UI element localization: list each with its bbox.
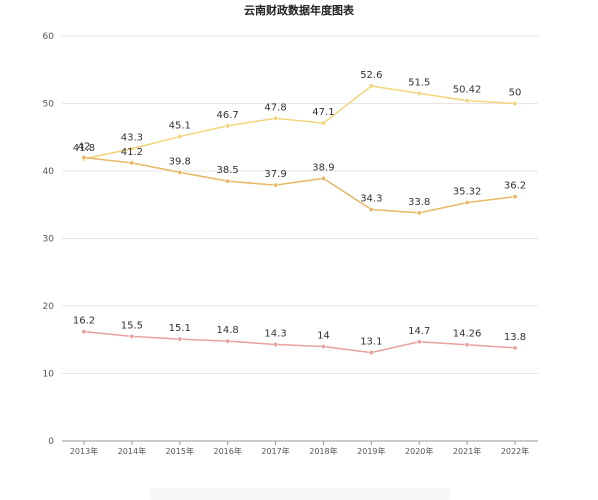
data-point [129, 333, 135, 339]
data-label: 45.1 [169, 121, 191, 132]
data-point [177, 169, 183, 175]
data-label: 52.6 [360, 70, 382, 81]
data-point [177, 134, 183, 140]
data-point [225, 178, 231, 184]
data-label: 51.5 [408, 77, 430, 88]
series-line [83, 85, 516, 160]
x-tick-label: 2016年 [213, 446, 241, 456]
series-line [83, 330, 516, 354]
x-tick-label: 2021年 [453, 446, 481, 456]
data-label: 16.2 [73, 316, 95, 327]
y-tick-label: 10 [43, 370, 55, 380]
data-label: 36.2 [504, 181, 526, 192]
data-point [225, 123, 231, 129]
x-tick-label: 2018年 [309, 446, 337, 456]
data-point [368, 206, 374, 212]
data-label: 14.7 [408, 326, 430, 337]
data-label: 38.5 [217, 165, 239, 176]
chart-title: 云南财政数据年度图表 [244, 4, 354, 17]
x-tick-label: 2020年 [405, 446, 433, 456]
x-tick-label: 2017年 [261, 446, 289, 456]
y-tick-label: 50 [43, 100, 55, 110]
data-label: 13.8 [504, 332, 526, 343]
data-point [512, 194, 518, 200]
data-point [273, 115, 279, 121]
data-point [464, 98, 470, 104]
y-tick-label: 30 [43, 235, 55, 245]
x-tick-label: 2014年 [118, 446, 146, 456]
data-label: 14 [317, 331, 330, 342]
data-point [416, 339, 422, 345]
data-point [512, 345, 518, 351]
data-point [81, 155, 87, 161]
data-label: 46.7 [217, 110, 239, 121]
x-tick-label: 2022年 [501, 446, 529, 456]
data-point [320, 175, 326, 181]
data-label: 41.8 [73, 143, 95, 154]
data-point [416, 210, 422, 216]
data-label: 13.1 [360, 337, 382, 348]
data-point [129, 146, 135, 152]
bottom-bar [150, 488, 450, 500]
y-tick-label: 20 [43, 302, 55, 312]
y-tick-label: 40 [43, 167, 55, 177]
data-point [273, 182, 279, 188]
x-tick-label: 2015年 [166, 446, 194, 456]
data-label: 50.42 [453, 85, 482, 96]
data-point [464, 342, 470, 348]
data-label: 47.1 [312, 107, 334, 118]
series-layer [81, 83, 518, 356]
data-point [512, 101, 518, 107]
data-point [416, 90, 422, 96]
data-label: 42 [78, 142, 91, 153]
data-label: 34.3 [360, 193, 382, 204]
y-tick-label: 60 [43, 32, 55, 42]
data-point [273, 341, 279, 347]
axis-layer: 0 10 20 30 40 50 60 2013年 2014年 2015年 2016年 2017年 20… [43, 32, 530, 456]
x-tick-label: 2013年 [70, 446, 98, 456]
data-label: 38.9 [312, 162, 334, 173]
y-tick-label: 0 [48, 437, 54, 447]
data-point [368, 83, 374, 89]
data-label: 39.8 [169, 156, 191, 167]
data-label: 14.26 [453, 329, 482, 340]
data-point [225, 338, 231, 344]
data-label: 35.32 [453, 187, 482, 198]
data-point [320, 343, 326, 349]
grid-layer [62, 35, 538, 442]
data-point [81, 329, 87, 335]
data-point [320, 120, 326, 126]
data-label: 43.3 [121, 133, 143, 144]
series-line [83, 156, 516, 214]
data-label: 14.3 [264, 328, 286, 339]
data-label: 15.5 [121, 320, 143, 331]
data-point [368, 350, 374, 356]
data-label: 41.2 [121, 147, 143, 158]
x-tick-label: 2019年 [357, 446, 385, 456]
data-point [464, 200, 470, 206]
data-label: 50 [509, 88, 522, 99]
data-point [129, 160, 135, 166]
label-layer: 41.8 43.3 45.1 46.7 47.8 47.1 52.6 51.5 50.42 50 4… [73, 70, 526, 348]
data-label: 47.8 [264, 102, 286, 113]
data-label: 15.1 [169, 323, 191, 334]
data-point [177, 336, 183, 342]
data-label: 14.8 [217, 325, 239, 336]
data-label: 37.9 [264, 169, 286, 180]
data-label: 33.8 [408, 197, 430, 208]
